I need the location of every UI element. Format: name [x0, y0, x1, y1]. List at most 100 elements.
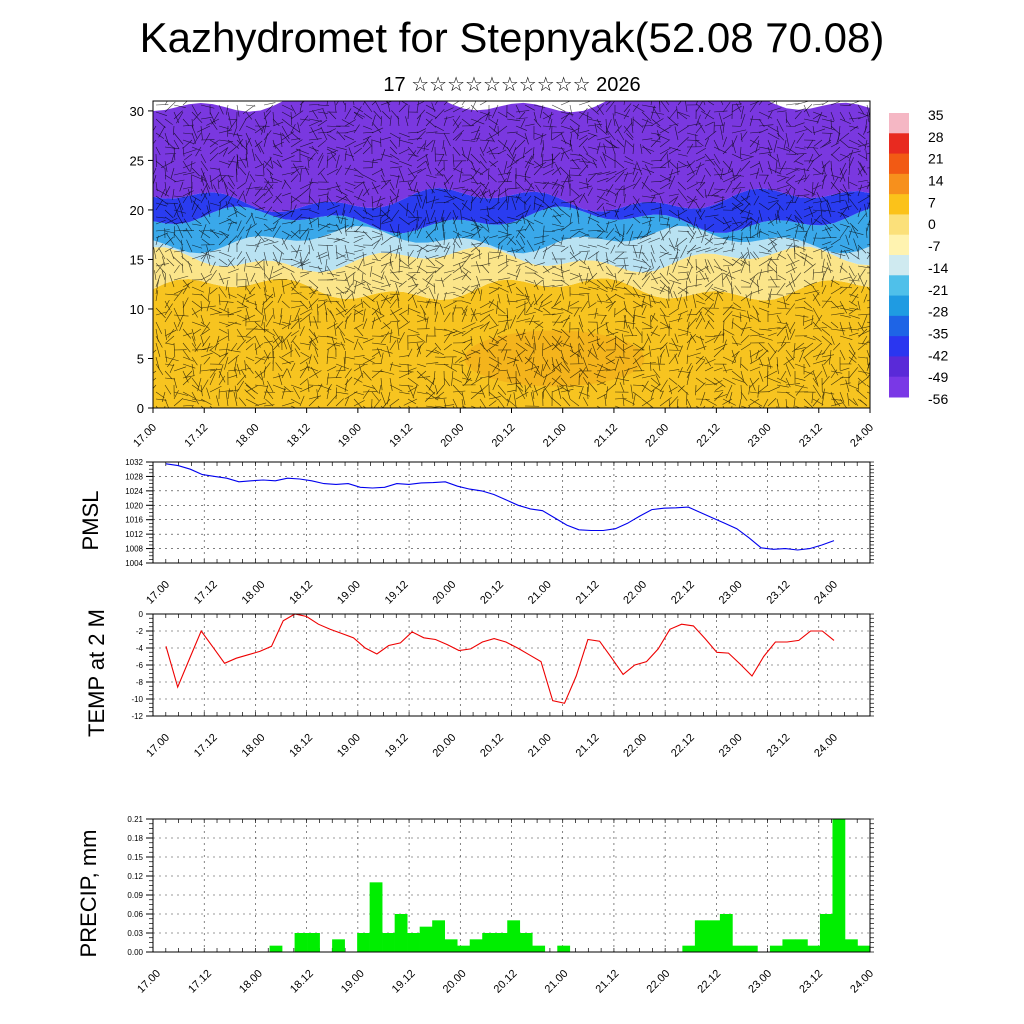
wind-vector: [524, 160, 535, 166]
wind-vector: [803, 104, 810, 117]
wind-vector: [646, 223, 652, 238]
wind-vector: [269, 156, 274, 169]
wind-vector: [263, 223, 273, 232]
wind-vector: [281, 155, 295, 162]
wind-vector: [848, 111, 854, 122]
wind-vector: [227, 235, 238, 246]
wind-vector: [164, 384, 172, 395]
wind-vector: [164, 247, 174, 253]
wind-vector: [785, 292, 801, 295]
wind-vector: [767, 293, 783, 296]
wind-vector: [540, 363, 544, 377]
wind-vector: [317, 155, 324, 169]
wind-vector: [650, 192, 665, 197]
wind-vector: [573, 307, 580, 317]
wind-vector: [218, 174, 234, 177]
wind-vector: [821, 174, 826, 190]
wind-vector: [451, 356, 454, 369]
wind-vector: [281, 323, 292, 330]
wind-vector: [326, 185, 341, 190]
wind-vector: [625, 139, 634, 148]
wind-vector: [813, 139, 823, 147]
wind-vector: [470, 308, 476, 323]
wind-vector: [830, 276, 834, 288]
wind-vector: [731, 349, 737, 363]
wind-vector: [191, 198, 197, 211]
x-tick-label: 19.12: [390, 968, 418, 996]
wind-vector: [218, 321, 231, 326]
wind-vector: [470, 324, 484, 330]
wind-vector: [422, 195, 427, 209]
wind-vector: [866, 253, 870, 260]
wind-vector: [812, 352, 826, 358]
wind-vector: [380, 230, 384, 241]
wind-vector: [340, 331, 346, 344]
wind-vector: [290, 195, 300, 202]
wind-vector: [344, 167, 357, 171]
wind-vector: [659, 151, 669, 162]
wind-vector: [776, 363, 779, 375]
wind-vector: [227, 374, 238, 379]
wind-vector: [416, 247, 422, 260]
wind-vector: [839, 153, 852, 162]
wind-vector: [650, 377, 660, 386]
wind-vector: [569, 118, 581, 127]
wind-vector: [182, 398, 197, 403]
wind-vector: [605, 251, 609, 264]
wind-vector: [254, 402, 267, 407]
wind-vector: [173, 229, 187, 232]
wind-vector: [452, 265, 464, 274]
wind-vector: [164, 181, 167, 194]
wind-vector: [299, 342, 311, 346]
wind-vector: [749, 162, 760, 169]
wind-vector: [578, 233, 589, 239]
wind-vector: [821, 237, 837, 239]
wind-vector: [497, 286, 509, 293]
wind-vector: [227, 132, 243, 137]
wind-vector: [833, 342, 841, 351]
wind-vector: [353, 309, 356, 323]
wind-vector: [812, 398, 824, 405]
wind-vector: [785, 181, 796, 190]
wind-vector: [452, 101, 460, 106]
wind-vector: [173, 209, 187, 214]
wind-vector: [824, 227, 832, 239]
wind-vector: [792, 188, 796, 203]
wind-vector: [471, 242, 481, 253]
wind-vector: [540, 146, 544, 158]
wind-vector: [218, 352, 228, 358]
wind-vector: [634, 358, 643, 372]
wind-vector: [380, 261, 394, 267]
wind-vector: [164, 174, 177, 183]
wind-vector: [857, 370, 870, 374]
wind-vector: [848, 139, 862, 147]
colorbar-swatch: [889, 376, 909, 398]
wind-vector: [661, 230, 670, 241]
wind-vector: [398, 370, 414, 373]
wind-vector: [353, 338, 359, 351]
wind-vector: [623, 314, 628, 329]
wind-vector: [839, 139, 850, 149]
wind-vector: [542, 313, 556, 316]
wind-vector: [173, 110, 183, 120]
wind-vector: [632, 279, 642, 290]
wind-vector: [746, 310, 751, 323]
wind-vector: [839, 335, 853, 340]
wind-vector: [695, 355, 704, 365]
wind-vector: [596, 177, 609, 183]
wind-vector: [848, 125, 859, 129]
wind-vector: [722, 339, 727, 351]
wind-vector: [522, 214, 526, 225]
wind-vector: [506, 166, 513, 176]
wind-vector: [623, 109, 631, 120]
wind-vector: [740, 132, 743, 143]
wind-vector: [623, 366, 638, 372]
wind-vector: [569, 272, 579, 277]
wind-vector: [452, 349, 467, 356]
wind-vector: [227, 222, 232, 232]
wind-vector: [515, 174, 531, 178]
wind-vector: [443, 273, 452, 281]
wind-vector: [239, 167, 247, 176]
wind-vector: [793, 245, 796, 260]
wind-vector: [541, 153, 544, 166]
